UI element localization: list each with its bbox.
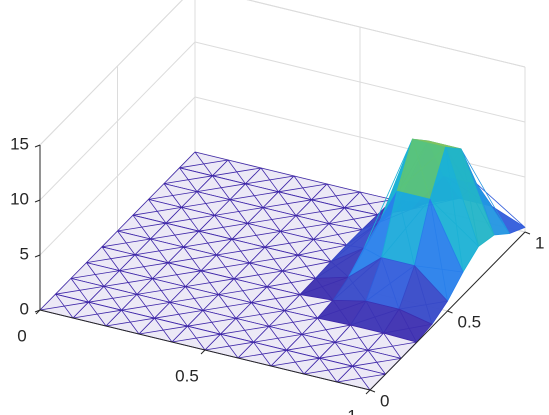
y-tick <box>524 231 531 235</box>
surface-cell <box>295 199 345 224</box>
surface-cell <box>179 151 229 177</box>
surface-cell <box>350 300 400 334</box>
surface-cell <box>253 326 303 351</box>
surface-cell <box>231 223 281 248</box>
surface-cell <box>280 215 330 240</box>
surface-cell <box>249 246 299 272</box>
z-tick <box>34 199 41 203</box>
surface-cell <box>167 246 217 272</box>
x-tick-label: 0 <box>17 326 26 345</box>
z-tick <box>34 309 41 313</box>
surface-cell <box>198 215 248 240</box>
y-tick <box>447 310 453 314</box>
surface-cell <box>88 286 138 311</box>
surface-cell <box>171 325 221 351</box>
surface-cell <box>212 159 262 185</box>
surface-cell <box>183 230 233 256</box>
y-tick-label: 0 <box>380 391 389 410</box>
surface-cell <box>105 309 155 335</box>
surface-cell <box>134 238 184 264</box>
z-tick-label: 0 <box>20 299 29 318</box>
z-tick <box>34 144 41 148</box>
surface-cell <box>319 341 369 367</box>
x-tick <box>365 389 371 395</box>
x-tick-label: 1 <box>347 406 356 415</box>
surface-cell <box>381 190 431 266</box>
surface-cell <box>245 167 295 193</box>
surface-cell <box>200 254 250 280</box>
surface-cell <box>264 231 314 256</box>
surface-cell <box>55 278 105 303</box>
surface-cell <box>237 341 287 367</box>
surface-cell <box>414 198 464 302</box>
z-tick-label: 10 <box>10 189 29 208</box>
y-tick-label: 1 <box>535 233 544 252</box>
surface-cell <box>216 238 266 264</box>
surface-cell <box>202 294 252 319</box>
z-tick-label: 15 <box>10 134 29 153</box>
x-tick <box>200 349 206 355</box>
y-tick <box>369 389 376 393</box>
surface-cell <box>39 293 89 319</box>
z-tick <box>34 254 41 258</box>
z-tick-label: 5 <box>20 244 29 263</box>
surface-cell <box>220 318 270 343</box>
surface-cell <box>251 286 301 311</box>
surface-cell <box>286 334 336 359</box>
x-tick-label: 0.5 <box>175 366 199 385</box>
surface-cell <box>169 286 219 311</box>
y-tick-label: 0.5 <box>458 312 482 331</box>
surface-cell <box>152 262 202 287</box>
